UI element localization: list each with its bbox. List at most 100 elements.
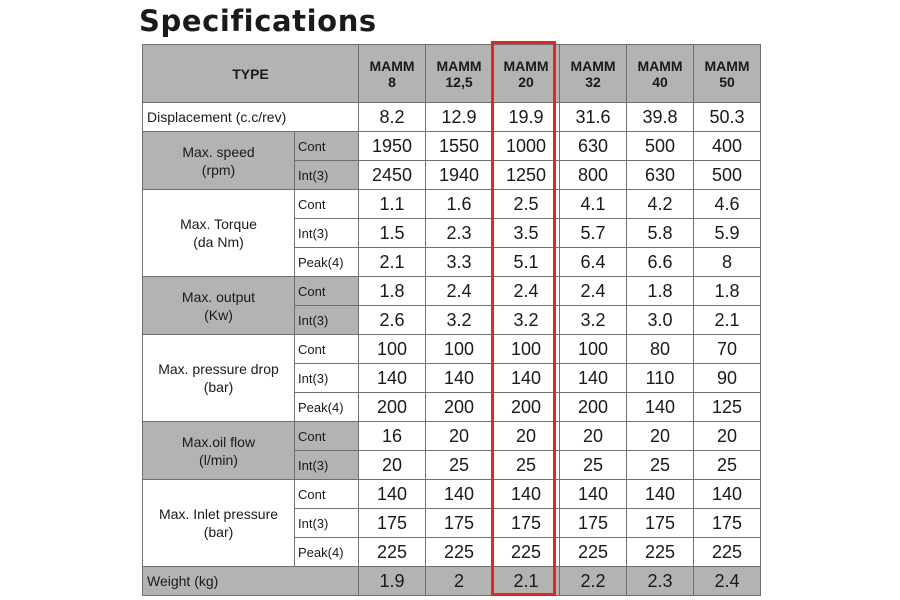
specifications-table: TYPE MAMM 8 MAMM 12,5 MAMM 20 MAMM 32 MAMM 40 MAMM 5… bbox=[142, 44, 761, 596]
table-cell: 630 bbox=[626, 160, 694, 190]
model-size: 32 bbox=[585, 73, 601, 90]
table-cell: 25 bbox=[626, 450, 694, 480]
table-cell: 39.8 bbox=[626, 102, 694, 132]
table-cell: 50.3 bbox=[693, 102, 761, 132]
max-oil-flow-cont-row: Max.oil flow (l/min) Cont 16 20 20 20 20 20 bbox=[142, 421, 761, 480]
max-speed-label: Max. speed (rpm) bbox=[142, 131, 295, 190]
table-cell: 1000 bbox=[492, 131, 560, 161]
table-cell: 25 bbox=[559, 450, 627, 480]
unit-line: (Kw) bbox=[204, 306, 233, 323]
model-name: MAMM bbox=[503, 57, 549, 74]
table-cell: 8 bbox=[693, 247, 761, 277]
table-cell: 19.9 bbox=[492, 102, 560, 132]
table-cell: 25 bbox=[492, 450, 560, 480]
max-inlet-pressure-cont-row: Max. Inlet pressure (bar) Cont 140 140 140 140… bbox=[142, 479, 761, 567]
table-cell: 3.0 bbox=[626, 305, 694, 335]
sub-label-peak: Peak(4) bbox=[294, 537, 359, 567]
table-cell: 5.9 bbox=[693, 218, 761, 248]
table-cell: 4.2 bbox=[626, 189, 694, 219]
table-cell: 225 bbox=[358, 537, 426, 567]
table-cell: 500 bbox=[693, 160, 761, 190]
type-header: TYPE bbox=[142, 44, 359, 103]
sub-label-cont: Cont bbox=[294, 334, 359, 364]
max-torque-cont-row: Max. Torque (da Nm) Cont 1.1 1.6 2.5 4.1 4.2 4.6 bbox=[142, 189, 761, 277]
table-cell: 175 bbox=[492, 508, 560, 538]
sub-label-int: Int(3) bbox=[294, 450, 359, 480]
table-cell: 12.9 bbox=[425, 102, 493, 132]
table-cell: 800 bbox=[559, 160, 627, 190]
sub-label-int: Int(3) bbox=[294, 218, 359, 248]
sub-label-int: Int(3) bbox=[294, 160, 359, 190]
table-cell: 1.8 bbox=[693, 276, 761, 306]
model-header: MAMM 20 bbox=[492, 44, 560, 103]
table-cell: 2450 bbox=[358, 160, 426, 190]
table-cell: 225 bbox=[492, 537, 560, 567]
model-size: 50 bbox=[719, 73, 735, 90]
table-cell: 125 bbox=[693, 392, 761, 422]
table-cell: 20 bbox=[559, 421, 627, 451]
table-cell: 5.7 bbox=[559, 218, 627, 248]
table-cell: 8.2 bbox=[358, 102, 426, 132]
model-size: 12,5 bbox=[445, 73, 473, 90]
table-cell: 20 bbox=[626, 421, 694, 451]
table-cell: 4.6 bbox=[693, 189, 761, 219]
table-cell: 225 bbox=[559, 537, 627, 567]
table-cell: 175 bbox=[626, 508, 694, 538]
table-cell: 140 bbox=[559, 479, 627, 509]
max-pressure-drop-peak-row: Peak(4) 200 200 200 200 140 125 bbox=[143, 392, 761, 422]
unit-line: (bar) bbox=[203, 379, 234, 395]
table-cell: 2.1 bbox=[693, 305, 761, 335]
table-cell: 6.6 bbox=[626, 247, 694, 277]
model-size: 40 bbox=[652, 73, 668, 90]
table-cell: 1.8 bbox=[626, 276, 694, 306]
table-cell: 225 bbox=[626, 537, 694, 567]
max-inlet-pressure-peak-row: Peak(4) 225 225 225 225 225 225 bbox=[143, 537, 761, 567]
max-speed-cont-row: Max. speed (rpm) Cont 1950 1550 1000 630 500 400 bbox=[142, 131, 761, 190]
table-cell: 3.3 bbox=[425, 247, 493, 277]
table-cell: 225 bbox=[693, 537, 761, 567]
label-line: Max. pressure drop bbox=[158, 361, 279, 377]
table-cell: 4.1 bbox=[559, 189, 627, 219]
table-cell: 175 bbox=[559, 508, 627, 538]
model-header: MAMM 32 bbox=[559, 44, 627, 103]
label-line: Max. speed bbox=[182, 143, 255, 160]
table-cell: 140 bbox=[425, 363, 493, 393]
weight-row: Weight (kg) 1.9 2 2.1 2.2 2.3 2.4 bbox=[142, 566, 761, 596]
unit-line: (l/min) bbox=[199, 451, 238, 468]
model-name: MAMM bbox=[436, 57, 482, 74]
model-header: MAMM 40 bbox=[626, 44, 694, 103]
model-size: 20 bbox=[518, 73, 534, 90]
table-cell: 2.6 bbox=[358, 305, 426, 335]
table-cell: 80 bbox=[626, 334, 694, 364]
unit-line: (bar) bbox=[203, 524, 234, 540]
max-inlet-pressure-label: Max. Inlet pressure (bar) bbox=[142, 479, 295, 567]
max-torque-label: Max. Torque (da Nm) bbox=[142, 189, 295, 277]
max-output-int-row: Int(3) 2.6 3.2 3.2 3.2 3.0 2.1 bbox=[143, 305, 761, 335]
table-cell: 2.2 bbox=[559, 566, 627, 596]
table-cell: 2.4 bbox=[559, 276, 627, 306]
table-cell: 2.1 bbox=[358, 247, 426, 277]
table-cell: 140 bbox=[693, 479, 761, 509]
model-header: MAMM 50 bbox=[693, 44, 761, 103]
table-cell: 5.8 bbox=[626, 218, 694, 248]
max-oil-flow-label: Max.oil flow (l/min) bbox=[142, 421, 295, 480]
model-header: MAMM 12,5 bbox=[425, 44, 493, 103]
table-cell: 400 bbox=[693, 131, 761, 161]
sub-label-cont: Cont bbox=[294, 479, 359, 509]
table-cell: 200 bbox=[492, 392, 560, 422]
table-cell: 1.6 bbox=[425, 189, 493, 219]
max-torque-int-row: Int(3) 1.5 2.3 3.5 5.7 5.8 5.9 bbox=[143, 218, 761, 248]
sub-label-peak: Peak(4) bbox=[294, 392, 359, 422]
table-cell: 31.6 bbox=[559, 102, 627, 132]
table-cell: 1250 bbox=[492, 160, 560, 190]
table-cell: 3.2 bbox=[425, 305, 493, 335]
model-name: MAMM bbox=[570, 57, 616, 74]
table-cell: 1950 bbox=[358, 131, 426, 161]
unit-line: (da Nm) bbox=[193, 234, 244, 250]
max-pressure-drop-cont-row: Max. pressure drop (bar) Cont 100 100 100 100 8… bbox=[142, 334, 761, 422]
page-title: Specifications bbox=[139, 4, 377, 38]
max-output-label: Max. output (Kw) bbox=[142, 276, 295, 335]
sub-label-int: Int(3) bbox=[294, 508, 359, 538]
table-cell: 2.1 bbox=[492, 566, 560, 596]
weight-label: Weight (kg) bbox=[142, 566, 359, 596]
